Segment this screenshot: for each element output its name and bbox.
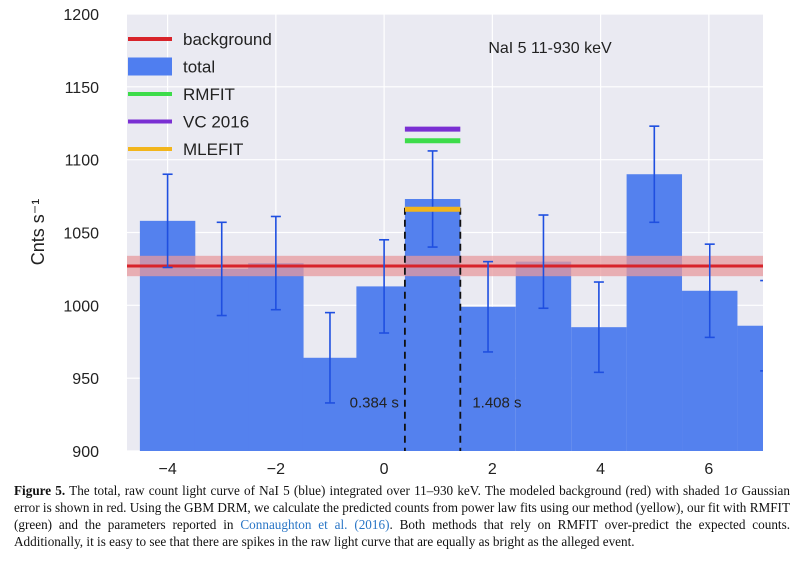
bars-group xyxy=(139,174,763,451)
y-axis-label: Cnts s⁻¹ xyxy=(28,199,48,266)
caption-text-1: The total, raw count light curve of NaI … xyxy=(14,483,790,532)
y-tick-label: 1150 xyxy=(65,80,100,97)
y-tick-label: 1050 xyxy=(63,226,99,243)
figure-caption: Figure 5. The total, raw count light cur… xyxy=(14,482,790,550)
x-tick-label: 2 xyxy=(488,461,497,478)
y-tick-label: 1200 xyxy=(63,7,99,24)
interval-markers-group: 0.384 s 1.408 s xyxy=(350,207,522,451)
legend-label: VC 2016 xyxy=(183,113,249,132)
interval-marker-label: 1.408 s xyxy=(472,394,521,411)
legend: background total RMFIT VC 2016 MLEFIT xyxy=(128,30,272,159)
x-tick-label: 0 xyxy=(380,461,389,478)
figure-label: Figure 5. xyxy=(14,483,66,498)
caption-text-2: . Both methods that rely on RMFIT over-p… xyxy=(14,517,791,549)
legend-label: background xyxy=(183,30,272,49)
light-curve-figure: 0.384 s 1.408 s 900 950 1000 1050 1100 1150 120… xyxy=(28,7,763,478)
legend-label: RMFIT xyxy=(183,85,235,104)
interval-marker-label: 0.384 s xyxy=(350,394,399,411)
bar xyxy=(737,325,763,451)
background-band-group xyxy=(127,255,763,277)
y-tick-label: 950 xyxy=(72,371,99,388)
errorbars-group xyxy=(162,125,763,404)
y-tick-label: 1000 xyxy=(63,298,99,315)
x-tick-label: 4 xyxy=(596,461,605,478)
x-tick-label: 6 xyxy=(704,461,713,478)
model-predictions-group xyxy=(404,126,461,212)
y-tick-label: 1100 xyxy=(65,153,100,170)
citation-link[interactable]: Connaughton et al. (2016) xyxy=(240,517,390,532)
tick-labels-group: 900 950 1000 1050 1100 1150 1200 −4 −2 0 2 4 6 xyxy=(63,7,713,478)
legend-swatch xyxy=(128,57,172,76)
legend-label: total xyxy=(183,58,215,77)
y-tick-label: 900 xyxy=(72,444,99,461)
x-tick-label: −2 xyxy=(267,461,285,478)
legend-label: MLEFIT xyxy=(183,140,243,159)
chart-annotation: NaI 5 11-930 keV xyxy=(488,40,612,57)
x-tick-label: −4 xyxy=(158,461,176,478)
